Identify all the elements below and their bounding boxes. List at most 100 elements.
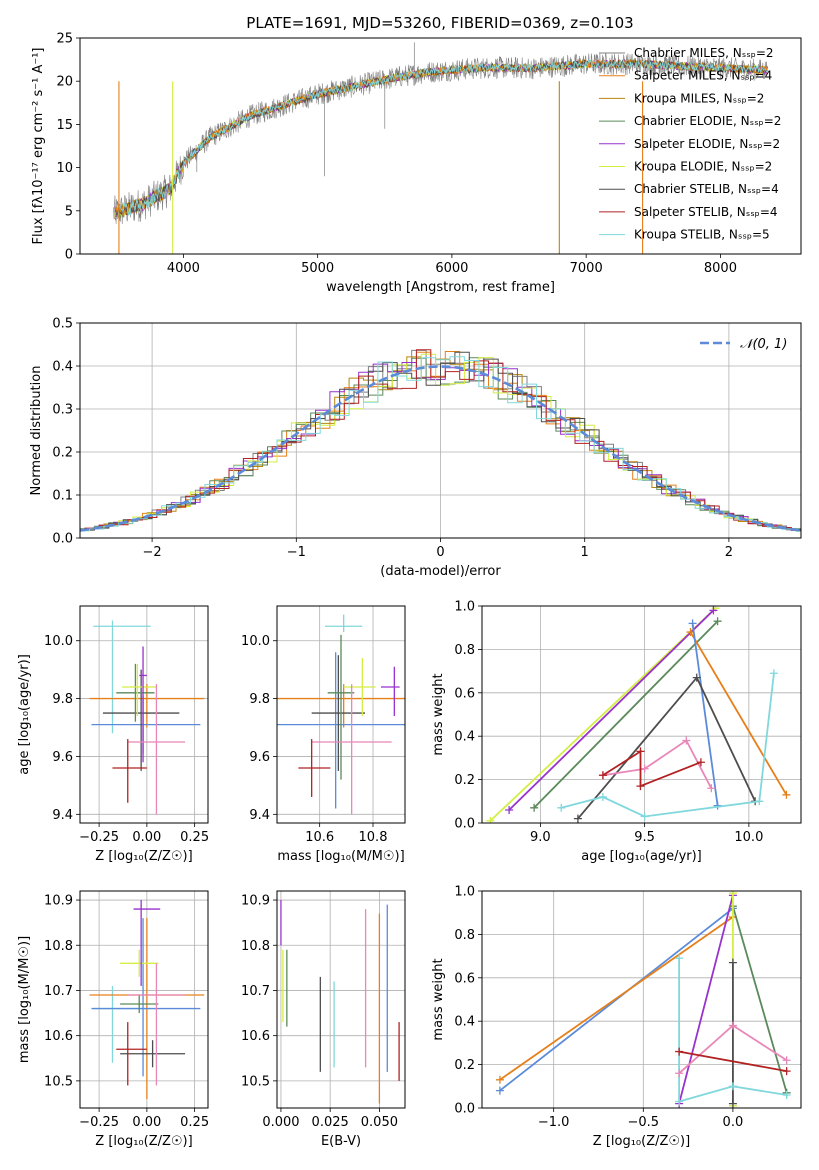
legend-label: Salpeter ELODIE, Nₛₛₚ=2 bbox=[634, 137, 780, 151]
y-tick-label: 0.0 bbox=[52, 532, 73, 547]
x-axis-label: Z [log₁₀(Z/Z☉)] bbox=[95, 1134, 192, 1149]
x-tick-label: 0.00 bbox=[132, 830, 161, 845]
weight-marker bbox=[692, 673, 701, 682]
spectrum-lines bbox=[113, 42, 768, 254]
x-tick-label: 0.050 bbox=[361, 1115, 398, 1130]
error-bars bbox=[280, 900, 400, 1104]
weight-marker bbox=[709, 606, 718, 615]
y-tick-label: 10.9 bbox=[241, 894, 270, 909]
weight-marker bbox=[755, 797, 764, 806]
weight-lines bbox=[486, 606, 791, 823]
y-tick-label: 1.0 bbox=[454, 600, 475, 615]
error-bars bbox=[277, 614, 405, 815]
weight-marker bbox=[782, 1056, 791, 1065]
weight-marker bbox=[640, 764, 649, 773]
x-tick-label: −1 bbox=[287, 545, 306, 560]
axes-frame bbox=[79, 37, 802, 255]
y-tick-label: 0.4 bbox=[52, 360, 73, 375]
axes-frame bbox=[276, 890, 406, 1109]
weight-marker bbox=[675, 1097, 684, 1106]
panel-age-vs-mass: 10.6 10.8 9.4 9.6 9.8 10.0 mass [log₁₀(M/M☉)] bbox=[241, 605, 406, 864]
panel-age-vs-z: −0.25 0.00 0.25 9.4 9.6 9.8 10.0 Z [log₁₀(Z/Z☉)… bbox=[17, 605, 209, 864]
y-tick-label: 10.5 bbox=[44, 1074, 73, 1089]
weight-marker bbox=[769, 669, 778, 678]
weight-marker bbox=[688, 619, 697, 628]
legend-label: Kroupa STELIB, Nₛₛₚ=5 bbox=[634, 228, 770, 242]
weight-line-kroupa_elodie bbox=[489, 607, 717, 822]
weight-marker bbox=[707, 784, 716, 793]
error-bars bbox=[89, 900, 205, 1099]
weight-line-salpeter_stelib bbox=[602, 749, 702, 788]
x-tick-label: 9.0 bbox=[530, 830, 551, 845]
weight-line-kroupa_stelib bbox=[678, 958, 787, 1103]
weight-line-salpeter_elodie bbox=[508, 609, 715, 811]
weight-marker bbox=[675, 954, 684, 963]
weight-marker bbox=[713, 617, 722, 626]
weight-marker bbox=[782, 1067, 791, 1076]
weight-line-blue bbox=[691, 623, 719, 806]
x-tick-label: 0.0 bbox=[723, 1115, 744, 1130]
spectrum-model-kroupa_stelib bbox=[114, 58, 768, 219]
y-tick-label: 10.8 bbox=[44, 939, 73, 954]
legend-label: 𝒩(0, 1) bbox=[740, 337, 787, 352]
weight-marker bbox=[728, 1082, 737, 1091]
x-axis-label: wavelength [Angstrom, rest frame] bbox=[326, 280, 555, 295]
weight-marker bbox=[495, 1075, 504, 1084]
weight-line-chabrier_elodie bbox=[732, 905, 788, 1094]
histogram-chabrier_stelib bbox=[80, 351, 801, 533]
weight-marker bbox=[782, 790, 791, 799]
x-axis-label: Z [log₁₀(Z/Z☉)] bbox=[95, 849, 192, 864]
x-tick-label: 7000 bbox=[570, 261, 603, 276]
legend-label: Salpeter MILES, Nₛₛₚ=4 bbox=[634, 69, 772, 83]
y-axis-label: Normed distribution bbox=[29, 366, 44, 496]
weight-line-salpeter_stelib bbox=[678, 1050, 787, 1072]
weight-marker bbox=[728, 958, 737, 967]
x-axis-label: E(B-V) bbox=[321, 1134, 361, 1149]
axes-frame bbox=[79, 890, 209, 1109]
legend-label: Chabrier MILES, Nₛₛₚ=2 bbox=[634, 46, 774, 60]
y-tick-label: 0.3 bbox=[52, 403, 73, 418]
y-tick-label: 0.5 bbox=[52, 317, 73, 332]
weight-line-orange bbox=[499, 916, 734, 1081]
y-tick-label: 0.4 bbox=[454, 1015, 475, 1030]
weight-marker bbox=[557, 803, 566, 812]
weight-marker bbox=[505, 805, 514, 814]
axes-frame bbox=[481, 890, 802, 1109]
x-axis-label: Z [log₁₀(Z/Z☉)] bbox=[593, 1134, 690, 1149]
x-tick-label: −0.25 bbox=[79, 830, 119, 845]
weight-line-salpeter_elodie bbox=[678, 895, 734, 1104]
weight-marker bbox=[728, 891, 737, 898]
x-tick-label: 0.25 bbox=[180, 1115, 209, 1130]
weight-marker bbox=[675, 1069, 684, 1078]
x-tick-label: 5000 bbox=[301, 261, 334, 276]
axes-frame bbox=[79, 605, 209, 824]
y-tick-label: 0.1 bbox=[52, 489, 73, 504]
y-tick-label: 0.2 bbox=[52, 446, 73, 461]
x-tick-label: −1.0 bbox=[538, 1115, 570, 1130]
y-axis-label: age [log₁₀(age/yr)] bbox=[17, 654, 32, 775]
weight-marker bbox=[728, 1021, 737, 1030]
x-axis-label: age [log₁₀(age/yr)] bbox=[581, 849, 702, 864]
weight-marker bbox=[486, 816, 495, 823]
y-tick-label: 10 bbox=[56, 161, 73, 176]
y-tick-label: 0.2 bbox=[454, 773, 475, 788]
y-axis-label: mass weight bbox=[431, 673, 446, 755]
y-tick-label: 9.4 bbox=[249, 808, 270, 823]
y-tick-label: 10.6 bbox=[241, 1029, 270, 1044]
y-tick-label: 9.6 bbox=[52, 750, 73, 765]
x-tick-label: −2 bbox=[143, 545, 162, 560]
weight-marker bbox=[640, 812, 649, 821]
legend-label: Kroupa ELODIE, Nₛₛₚ=2 bbox=[634, 160, 772, 174]
panel-residuals: −2 −1 0 1 2 0.0 0.1 0.2 0.3 0.4 0.5 (data-model)/er… bbox=[29, 317, 802, 579]
spectrum-legend: Chabrier MILES, Nₛₛₚ=2 Salpeter MILES, Nₛ… bbox=[599, 46, 781, 242]
error-bars bbox=[89, 620, 205, 815]
weight-line-chabrier_elodie bbox=[533, 620, 719, 809]
weight-marker bbox=[530, 803, 539, 812]
y-tick-label: 20 bbox=[56, 75, 73, 90]
y-tick-label: 10.0 bbox=[44, 634, 73, 649]
weight-lines bbox=[495, 891, 791, 1108]
y-tick-label: 1.0 bbox=[454, 885, 475, 900]
axes-frame bbox=[276, 605, 406, 824]
y-tick-label: 0.4 bbox=[454, 730, 475, 745]
